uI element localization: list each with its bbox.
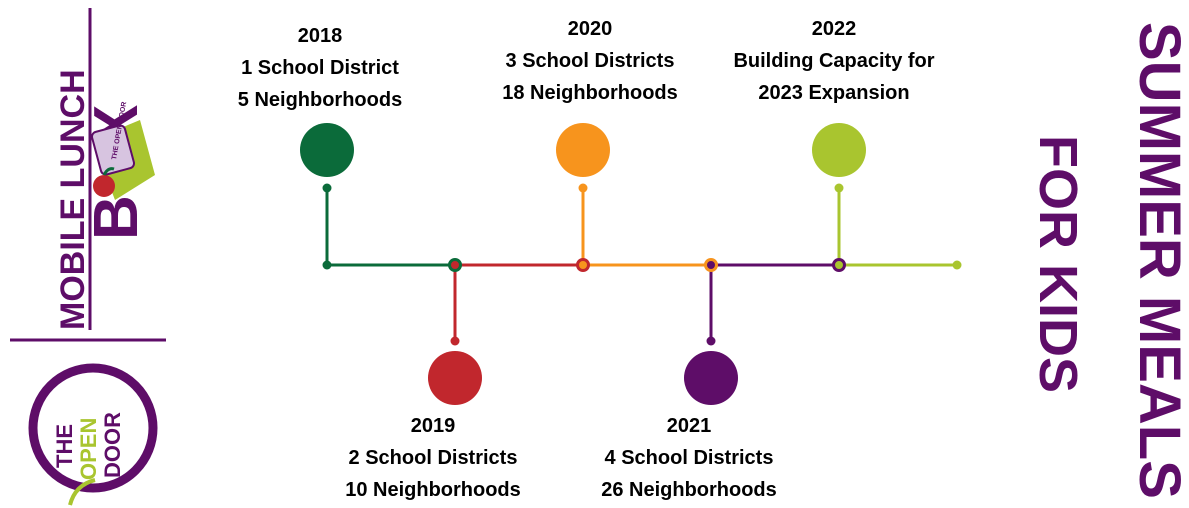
- milestone-circle: [684, 351, 738, 405]
- detail: 1 School District: [241, 57, 399, 79]
- detail: 2023 Expansion: [758, 82, 909, 104]
- logo-letter: B: [82, 195, 151, 240]
- stem-dot: [322, 183, 332, 193]
- end-dot: [952, 260, 962, 270]
- timeline: 2018 1 School District 5 Neighborhoods 2019…: [238, 18, 962, 501]
- seal-text: DOOR: [100, 412, 125, 478]
- detail: 5 Neighborhoods: [238, 89, 402, 111]
- year: 2022: [812, 18, 857, 40]
- milestone-circle: [812, 123, 866, 177]
- title: FOR KIDS: [1028, 135, 1088, 393]
- detail: Building Capacity for: [733, 50, 934, 72]
- junction: [832, 258, 846, 272]
- junction: [576, 258, 590, 272]
- stem-dot: [450, 336, 460, 346]
- junction: [448, 258, 462, 272]
- detail: 10 Neighborhoods: [345, 479, 521, 501]
- logo-text: MOBILE LUNCH: [54, 69, 92, 330]
- year: 2021: [667, 415, 712, 437]
- lunchbox-icon: THE OPEN DOOR: [91, 101, 155, 200]
- title: SUMMER MEALS: [1127, 22, 1189, 499]
- stem-dot: [578, 183, 588, 193]
- milestone-circle: [556, 123, 610, 177]
- stem-dot: [834, 183, 844, 193]
- seal-text: OPEN: [76, 418, 101, 480]
- year: 2020: [568, 18, 613, 40]
- seal-logo: THE OPEN DOOR: [28, 363, 158, 506]
- detail: 3 School Districts: [506, 50, 675, 72]
- junction: [322, 260, 332, 270]
- junction: [704, 258, 718, 272]
- detail: 18 Neighborhoods: [502, 82, 678, 104]
- milestone-circle: [428, 351, 482, 405]
- detail: 2 School Districts: [349, 447, 518, 469]
- year: 2019: [411, 415, 456, 437]
- milestone-circle: [300, 123, 354, 177]
- year: 2018: [298, 25, 343, 47]
- detail: 4 School Districts: [605, 447, 774, 469]
- seal-text: THE: [52, 424, 77, 468]
- detail: 26 Neighborhoods: [601, 479, 777, 501]
- stem-dot: [706, 336, 716, 346]
